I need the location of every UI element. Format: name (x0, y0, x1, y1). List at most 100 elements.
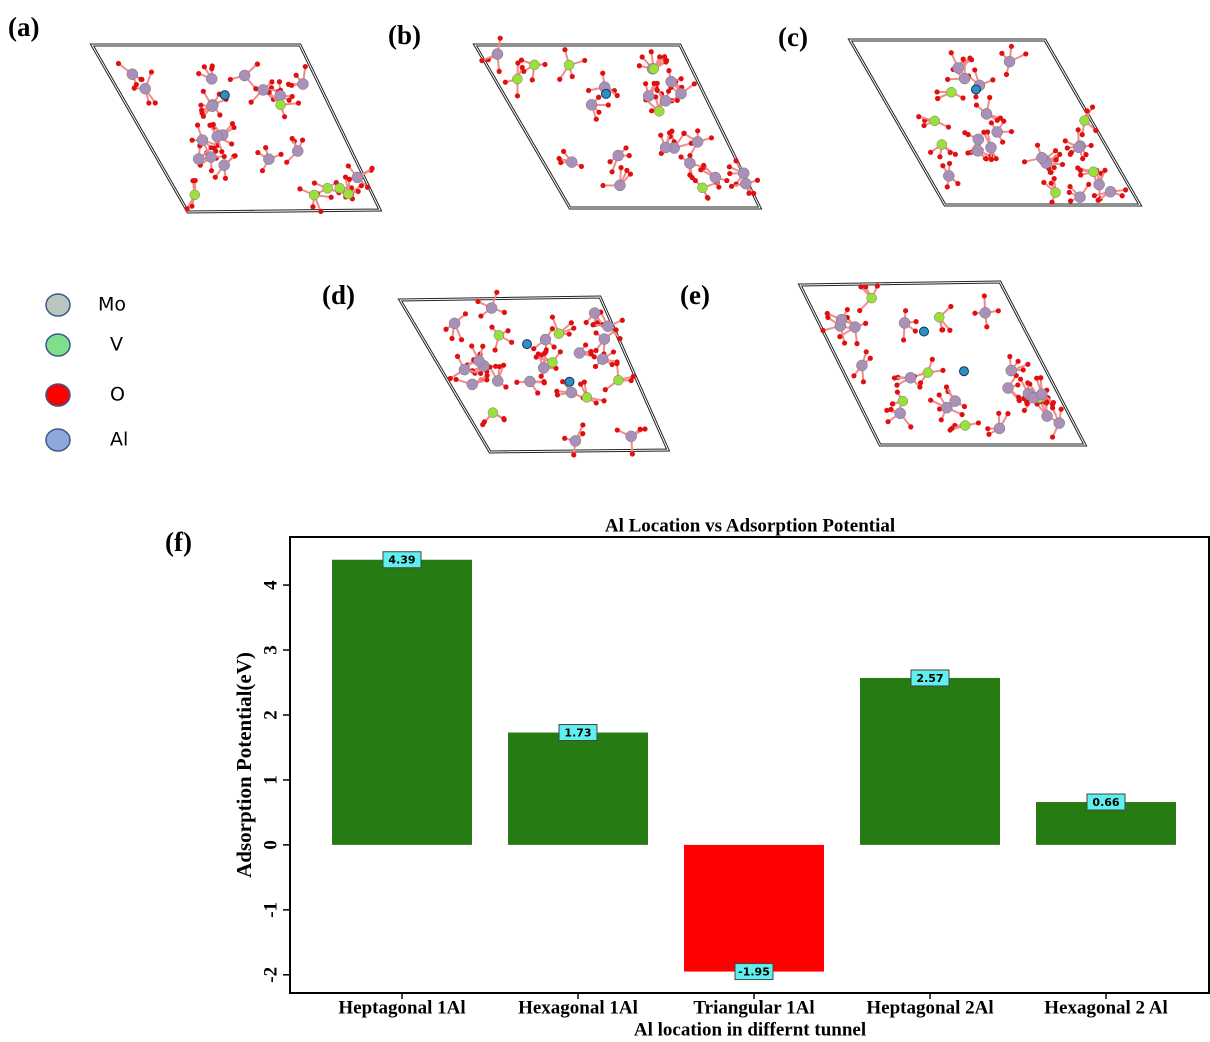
v-atom (960, 420, 970, 430)
o-atom (443, 327, 448, 332)
o-atom (1021, 367, 1026, 372)
o-atom (249, 100, 254, 105)
o-atom (448, 376, 453, 381)
o-atom (536, 351, 541, 356)
o-atom (989, 157, 994, 162)
o-atom (300, 138, 305, 143)
o-atom (217, 112, 222, 117)
structure (92, 45, 380, 214)
o-atom (558, 349, 563, 354)
o-atom (996, 308, 1001, 313)
o-atom (492, 347, 497, 352)
v-atom (582, 392, 592, 402)
o-atom (937, 392, 942, 397)
mo-atom (980, 307, 991, 318)
o-atom (571, 326, 576, 331)
mo-atom (524, 376, 535, 387)
y-tick-label: -1 (260, 902, 281, 918)
o-atom (1041, 180, 1046, 185)
o-atom (594, 400, 599, 405)
mo-atom (473, 355, 484, 366)
o-atom (733, 158, 738, 163)
o-atom (503, 80, 508, 85)
o-atom (996, 411, 1001, 416)
mo-atom (899, 317, 910, 328)
v-atom (1051, 188, 1061, 198)
o-atom (356, 189, 361, 194)
o-atom (727, 171, 732, 176)
o-atom (947, 328, 952, 333)
o-atom (1023, 51, 1028, 56)
mo-atom (981, 108, 992, 119)
o-atom (603, 387, 608, 392)
o-atom (611, 349, 616, 354)
o-atom (223, 176, 228, 181)
o-atom (614, 327, 619, 332)
v-atom (1080, 116, 1090, 126)
o-atom (1049, 200, 1054, 205)
o-atom (503, 384, 508, 389)
o-atom (571, 452, 576, 457)
panel-label: (d) (322, 280, 355, 310)
o-atom (478, 371, 483, 376)
o-atom (851, 373, 856, 378)
legend-label: V (110, 334, 123, 356)
o-atom (858, 284, 863, 289)
crystal-structures (92, 36, 1140, 458)
o-atom (515, 93, 520, 98)
o-atom (478, 313, 483, 318)
o-atom (1060, 162, 1065, 167)
v-atom (654, 106, 664, 116)
o-atom (255, 150, 260, 155)
o-atom (530, 77, 535, 82)
o-atom (681, 131, 686, 136)
o-atom (1080, 132, 1085, 137)
o-atom (984, 156, 989, 161)
value-label: 4.39 (388, 554, 415, 567)
o-atom (961, 57, 966, 62)
o-atom (185, 206, 190, 211)
o-atom (146, 100, 151, 105)
mo-atom (206, 73, 217, 84)
o-atom (260, 168, 265, 173)
mo-atom (197, 135, 208, 146)
mo-atom (352, 172, 363, 183)
o-atom (479, 58, 484, 63)
v-atom (946, 87, 956, 97)
o-atom (1001, 119, 1006, 124)
o-atom (1034, 376, 1039, 381)
mo-atom (972, 145, 983, 156)
o-atom (303, 64, 308, 69)
o-atom (658, 133, 663, 138)
o-atom (885, 419, 890, 424)
mo-atom (1105, 186, 1116, 197)
mo-atom (626, 431, 637, 442)
o-atom (643, 81, 648, 86)
o-atom (972, 67, 977, 72)
o-atom (894, 383, 899, 388)
o-atom (1069, 150, 1074, 155)
al-atom (523, 340, 532, 349)
o-atom (289, 83, 294, 88)
o-atom (1022, 408, 1027, 413)
o-atom (550, 326, 555, 331)
o-atom (1092, 193, 1097, 198)
mo-atom (566, 387, 577, 398)
o-atom (1059, 407, 1064, 412)
al-atom (602, 89, 611, 98)
v-atom (923, 368, 933, 378)
mo-atom (1042, 411, 1053, 422)
o-atom (820, 328, 825, 333)
o-atom (329, 195, 334, 200)
x-tick-label: Hexagonal 2 Al (1044, 997, 1168, 1018)
mo-atom (1003, 383, 1014, 394)
legend-label: O (110, 384, 125, 406)
o-atom (312, 180, 317, 185)
o-atom (901, 337, 906, 342)
v-atom (343, 189, 353, 199)
mo-atom (941, 402, 952, 413)
o-atom (1076, 127, 1081, 132)
legend-label: Al (110, 429, 128, 451)
bar (684, 845, 824, 972)
al-atom (565, 377, 574, 386)
